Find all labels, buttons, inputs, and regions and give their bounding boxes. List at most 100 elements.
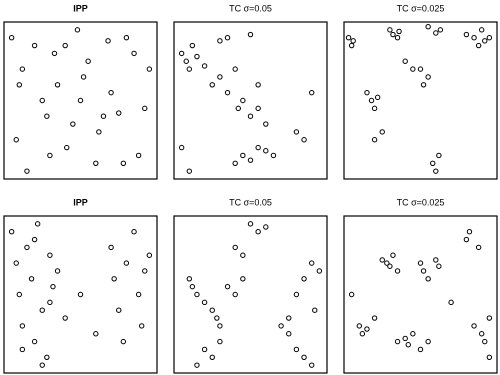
point bbox=[374, 94, 381, 101]
point bbox=[39, 362, 45, 368]
point bbox=[224, 35, 231, 41]
point bbox=[100, 113, 107, 119]
point bbox=[186, 168, 193, 174]
point bbox=[70, 121, 76, 127]
point bbox=[8, 35, 15, 41]
point bbox=[19, 66, 26, 72]
point bbox=[142, 105, 148, 112]
point bbox=[475, 244, 482, 251]
point bbox=[263, 224, 269, 230]
point bbox=[31, 236, 38, 243]
point bbox=[51, 50, 58, 57]
point bbox=[270, 152, 277, 159]
point bbox=[394, 35, 401, 41]
point bbox=[286, 315, 292, 321]
point bbox=[131, 50, 137, 57]
point bbox=[425, 24, 431, 30]
point bbox=[425, 74, 431, 80]
point bbox=[13, 137, 19, 143]
point bbox=[186, 66, 193, 72]
point bbox=[293, 291, 300, 298]
point bbox=[39, 307, 45, 313]
point bbox=[350, 38, 356, 44]
panel-title: TC σ=0.05 bbox=[229, 197, 272, 207]
point bbox=[368, 97, 375, 104]
point bbox=[255, 82, 261, 88]
point bbox=[433, 257, 439, 263]
point bbox=[410, 66, 416, 72]
point bbox=[348, 291, 355, 298]
point bbox=[178, 50, 185, 57]
point bbox=[240, 152, 246, 159]
point bbox=[387, 27, 393, 33]
point bbox=[189, 42, 196, 49]
panel-frame bbox=[343, 21, 498, 180]
point bbox=[348, 42, 355, 49]
point bbox=[356, 323, 362, 329]
point bbox=[364, 89, 370, 96]
point bbox=[410, 331, 416, 337]
point bbox=[232, 160, 238, 167]
point bbox=[44, 354, 50, 360]
point bbox=[247, 31, 254, 38]
point bbox=[486, 35, 493, 41]
point bbox=[217, 38, 223, 44]
point bbox=[425, 276, 431, 282]
point bbox=[345, 35, 352, 41]
point bbox=[379, 257, 385, 263]
point bbox=[217, 74, 223, 80]
point bbox=[77, 97, 84, 104]
point bbox=[93, 160, 99, 167]
point bbox=[255, 229, 261, 235]
point bbox=[430, 160, 436, 167]
panel-frame bbox=[173, 21, 328, 180]
panel-frame bbox=[343, 215, 498, 374]
point bbox=[209, 307, 215, 313]
point bbox=[201, 346, 208, 353]
point bbox=[247, 221, 254, 227]
point bbox=[209, 82, 215, 88]
point bbox=[479, 331, 485, 337]
point bbox=[417, 66, 424, 72]
panel-frame bbox=[173, 215, 328, 374]
point bbox=[394, 338, 401, 345]
panel-frame bbox=[3, 215, 158, 374]
point bbox=[463, 236, 470, 243]
point bbox=[96, 129, 102, 135]
point bbox=[178, 144, 185, 151]
point bbox=[44, 113, 50, 119]
point bbox=[131, 229, 137, 235]
point bbox=[135, 291, 142, 298]
point bbox=[402, 335, 408, 342]
point bbox=[405, 342, 411, 348]
point bbox=[24, 168, 30, 174]
point bbox=[93, 331, 99, 337]
point bbox=[384, 260, 390, 266]
point bbox=[371, 137, 378, 143]
point bbox=[31, 42, 38, 49]
point bbox=[217, 323, 223, 329]
point bbox=[309, 260, 315, 266]
point bbox=[235, 105, 241, 112]
point bbox=[47, 252, 53, 258]
point bbox=[54, 268, 61, 274]
point bbox=[62, 315, 68, 321]
point bbox=[217, 338, 223, 345]
point bbox=[255, 105, 261, 112]
point bbox=[120, 160, 127, 167]
point bbox=[19, 323, 26, 329]
point bbox=[436, 263, 442, 269]
point bbox=[16, 291, 22, 298]
point bbox=[482, 38, 488, 44]
point bbox=[247, 113, 254, 119]
point bbox=[247, 157, 254, 163]
point bbox=[486, 354, 493, 360]
point bbox=[74, 27, 81, 33]
point bbox=[201, 299, 208, 306]
point bbox=[387, 263, 393, 269]
point bbox=[135, 152, 142, 159]
point bbox=[471, 35, 477, 41]
point bbox=[189, 283, 196, 290]
point bbox=[437, 27, 444, 33]
